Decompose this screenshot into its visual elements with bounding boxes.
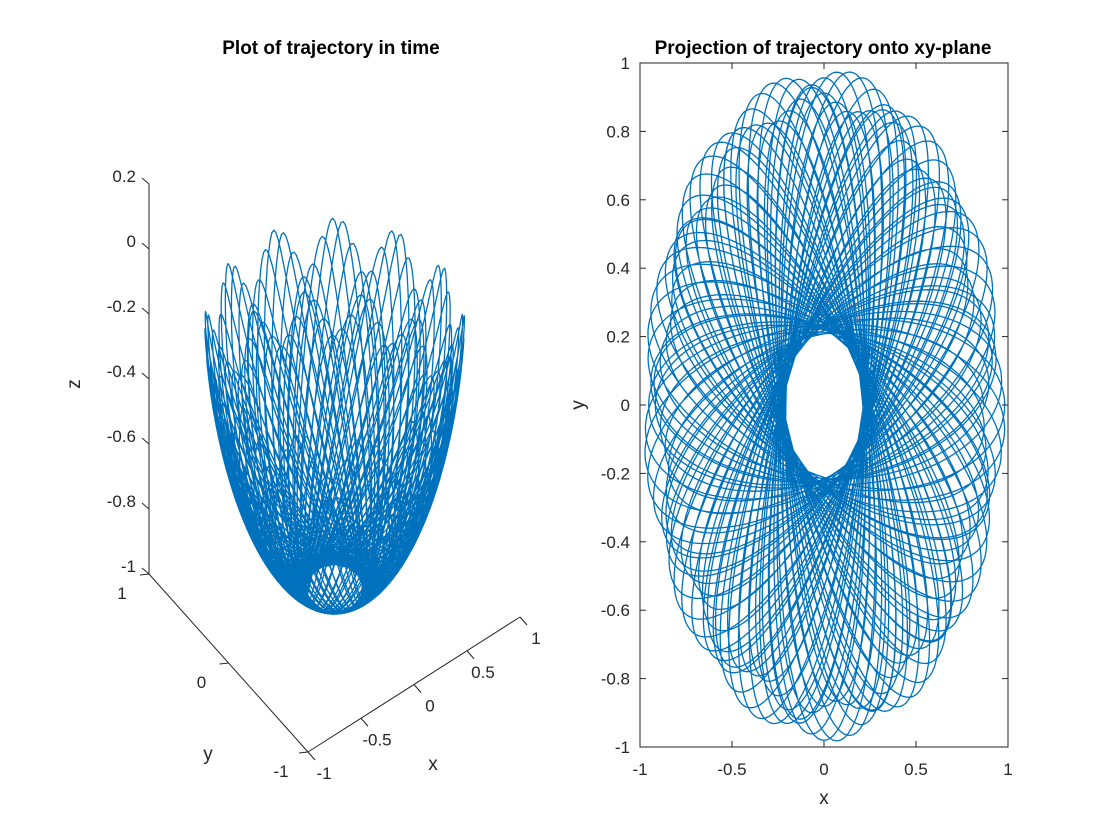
- z-tick-label-3d: -0.2: [107, 297, 136, 316]
- axes-3d: -1 -0.5 0 0.5 1 -1 0 1 -1 -0.8 -0.6 -0.4 -0.2 0 0.2: [107, 167, 541, 783]
- y-tick-label-xy: 0.6: [606, 191, 630, 210]
- y-tick-label-3d: -1: [273, 762, 288, 781]
- y-tick-mark-3d: [298, 751, 309, 754]
- z-tick-mark-3d: [141, 502, 150, 510]
- y-tick-label-xy: 0.8: [606, 122, 630, 141]
- y-axis-label-3d: y: [203, 744, 213, 765]
- trajectory-3d-line: [204, 217, 466, 615]
- y-tick-mark-3d: [139, 573, 150, 576]
- y-tick-label-xy: -0.8: [601, 670, 630, 689]
- y-tick-label-3d: 0: [197, 673, 206, 692]
- y-tick-label-xy: -0.4: [601, 533, 630, 552]
- z-tick-label-3d: -0.4: [107, 362, 136, 381]
- x-tick-mark-3d: [466, 650, 475, 660]
- x-tick-label-xy: -0.5: [717, 760, 746, 779]
- x-tick-label-3d: 0: [425, 697, 434, 716]
- plot-3d: Plot of trajectory in time -1-0.500.51-1…: [64, 38, 541, 783]
- z-tick-label-3d: -1: [121, 557, 136, 576]
- x-tick-mark-3d: [413, 684, 422, 693]
- y-tick-mark-3d: [219, 662, 229, 665]
- plot-3d-title: Plot of trajectory in time: [222, 38, 439, 59]
- y-tick-label-xy: 1: [621, 54, 630, 73]
- x-tick-label-3d: -0.5: [362, 730, 391, 749]
- z-tick-mark-3d: [141, 567, 150, 575]
- z-axis-label: z: [64, 379, 85, 389]
- z-tick-mark-3d: [141, 437, 150, 445]
- y-tick-label-xy: -0.6: [601, 601, 630, 620]
- plot-xy-title: Projection of trajectory onto xy-plane: [655, 38, 992, 59]
- z-tick-label-3d: -0.8: [107, 492, 136, 511]
- axes-xy: -1 -0.5 0 0.5 1 -1 -0.8 -0.6 -0.4 -0.2 0 0.2 0.4 0.6 0…: [601, 54, 1013, 779]
- x-tick-label-xy: 0: [819, 760, 828, 779]
- y-tick-label-xy: 0: [621, 396, 630, 415]
- y-tick-label-xy: 0.2: [606, 328, 630, 347]
- y-tick-label-xy: -0.2: [601, 464, 630, 483]
- z-tick-mark-3d: [141, 307, 150, 315]
- z-tick-label-3d: -0.6: [107, 427, 136, 446]
- x-axis-label-xy: x: [819, 788, 829, 809]
- z-tick-mark-3d: [141, 242, 150, 250]
- x-tick-mark-3d: [307, 751, 316, 761]
- y-tick-label-xy: -1: [615, 738, 630, 757]
- z-tick-mark-3d: [141, 372, 150, 380]
- y-tick-label-xy: 0.4: [606, 259, 630, 278]
- trajectory-3d-path: [204, 217, 466, 615]
- x-tick-label-xy: 1: [1003, 760, 1012, 779]
- z-tick-mark-3d: [141, 177, 150, 185]
- z-tick-label-3d: 0.2: [112, 167, 136, 186]
- z-tick-label-3d: 0: [127, 232, 136, 251]
- x-tick-label-3d: 0.5: [471, 663, 495, 682]
- x-tick-label-3d: -1: [316, 764, 331, 783]
- x-tick-label-xy: 0.5: [904, 760, 928, 779]
- trajectory-xy-path: [644, 71, 1006, 742]
- x-tick-label-xy: -1: [632, 760, 647, 779]
- x-tick-mark-3d: [519, 616, 528, 626]
- trajectory-xy-line: [644, 71, 1006, 742]
- x-tick-label-3d: 1: [531, 629, 540, 648]
- y-axis-label-xy: y: [568, 400, 589, 410]
- x-tick-mark-3d: [360, 717, 369, 727]
- x-axis-label-3d: x: [428, 754, 438, 775]
- y-tick-label-3d: 1: [117, 584, 126, 603]
- plot-xy: Projection of trajectory onto xy-plane -…: [568, 38, 1013, 809]
